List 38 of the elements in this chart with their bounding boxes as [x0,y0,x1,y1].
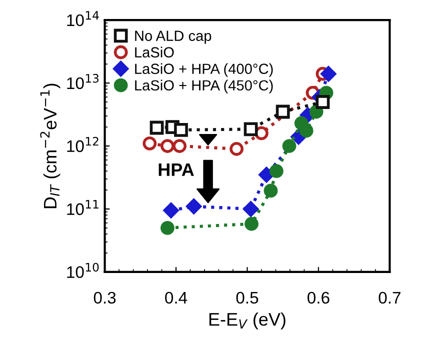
legend-label: LaSiO [135,46,174,58]
y-tick-label: 10$^{14}$ [67,11,99,26]
annotation: HPA [158,163,194,176]
x-axis-title: E-E$_{V}$ (eV) [209,312,286,330]
x-tick-label: 0.3 [94,292,116,304]
x-tick-label: 0.6 [308,292,330,304]
legend-label: No ALD cap [135,30,212,44]
point [316,95,330,109]
point [186,198,202,214]
y-tick-label: 10$^{13}$ [67,74,99,90]
point [264,184,278,198]
legend-label: LaSiO + HPA (400°C) [135,63,273,77]
point [172,139,187,153]
point [163,202,179,218]
point [244,216,258,231]
point [276,104,290,119]
point [254,126,268,140]
point [160,139,174,153]
point [243,201,259,217]
point [230,142,244,156]
y-tick-label: 10$^{12}$ [67,136,98,152]
y-tick-label: 10$^{11}$ [67,200,98,216]
y-tick-label: 10$^{10}$ [67,262,99,278]
x-tick-label: 0.4 [165,292,188,304]
point [150,120,164,135]
point [320,66,336,82]
point [142,136,157,150]
point [282,139,296,153]
point [174,122,188,137]
point [270,164,284,178]
point [258,166,274,182]
y-axis-title: D$_{IT}$ (cm$^{−2}$eV$^{−1}$) [40,84,60,208]
x-tick-label: 0.5 [236,292,258,304]
point [299,124,314,138]
point [160,220,174,235]
point [244,122,258,136]
x-tick-label: 0.7 [378,292,400,304]
legend-label: LaSiO + HPA (450°C) [135,80,273,94]
